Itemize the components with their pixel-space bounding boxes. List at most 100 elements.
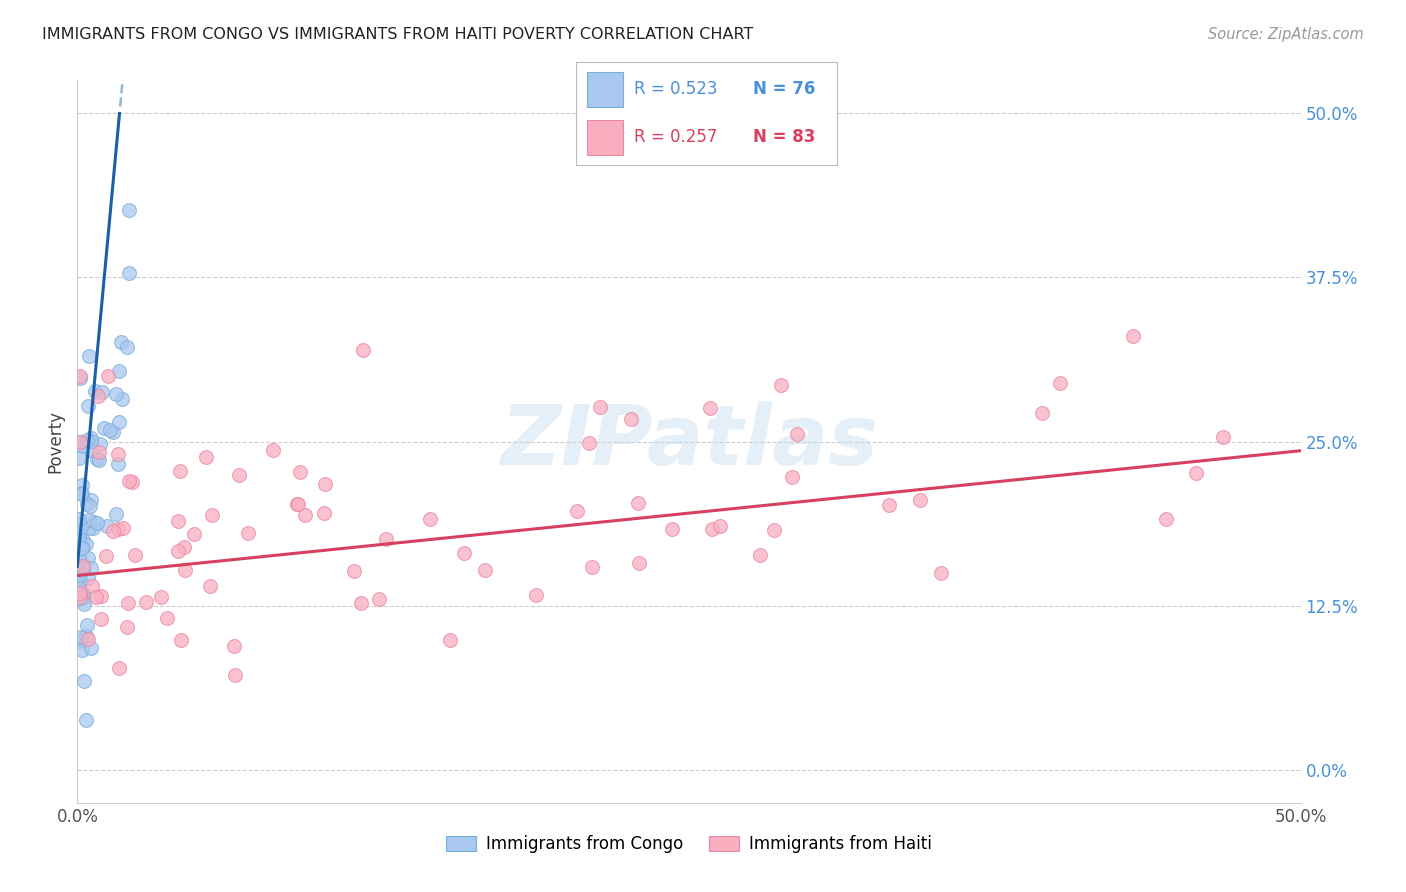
Point xyxy=(763,523,786,537)
Point xyxy=(75,537,97,551)
Point xyxy=(314,506,336,520)
Point xyxy=(115,340,138,354)
Point xyxy=(198,579,221,593)
Point xyxy=(228,467,250,482)
Point xyxy=(101,425,124,439)
Point xyxy=(80,579,103,593)
Point xyxy=(150,591,173,605)
Point xyxy=(69,438,91,452)
Point xyxy=(83,515,105,529)
Point xyxy=(224,668,246,682)
Point xyxy=(174,563,197,577)
Point xyxy=(1122,328,1144,343)
Point xyxy=(107,457,129,471)
Point xyxy=(581,559,603,574)
Point xyxy=(77,521,100,535)
Point xyxy=(67,592,90,607)
Point xyxy=(67,576,90,591)
Point xyxy=(82,521,104,535)
Point xyxy=(1049,376,1071,390)
Point xyxy=(76,434,98,448)
Bar xyxy=(586,120,623,155)
Point xyxy=(169,464,191,478)
Text: IMMIGRANTS FROM CONGO VS IMMIGRANTS FROM HAITI POVERTY CORRELATION CHART: IMMIGRANTS FROM CONGO VS IMMIGRANTS FROM… xyxy=(42,27,754,42)
Point xyxy=(628,556,651,570)
Point xyxy=(100,423,122,437)
Point xyxy=(262,442,284,457)
Point xyxy=(419,511,441,525)
Point xyxy=(77,400,100,414)
Point xyxy=(72,539,94,553)
Point xyxy=(80,431,103,445)
Point xyxy=(170,632,193,647)
Point xyxy=(709,519,731,533)
Point xyxy=(780,470,803,484)
Point xyxy=(72,587,94,601)
Point xyxy=(69,591,91,605)
Point xyxy=(67,549,90,564)
Point xyxy=(910,493,932,508)
Point xyxy=(69,630,91,644)
Point xyxy=(578,436,600,450)
Point xyxy=(69,524,91,538)
Point xyxy=(222,639,245,653)
Point xyxy=(69,487,91,501)
Point xyxy=(67,554,90,568)
Point xyxy=(67,450,90,465)
Point xyxy=(96,519,118,533)
Text: N = 83: N = 83 xyxy=(754,128,815,145)
Point xyxy=(86,591,108,605)
Point xyxy=(70,642,93,657)
Point xyxy=(69,583,91,598)
Point xyxy=(76,618,98,632)
Point xyxy=(156,611,179,625)
Point xyxy=(67,559,90,574)
Point xyxy=(105,387,128,401)
Point xyxy=(86,516,108,531)
Point xyxy=(118,266,141,280)
Point xyxy=(70,541,93,556)
Point xyxy=(97,368,120,383)
Point xyxy=(1154,512,1177,526)
Point xyxy=(96,549,118,563)
Point xyxy=(87,388,110,402)
Point xyxy=(80,442,103,457)
Text: ZIPatlas: ZIPatlas xyxy=(501,401,877,482)
Point xyxy=(73,674,96,689)
Point xyxy=(72,560,94,574)
Point xyxy=(115,620,138,634)
Point xyxy=(80,493,103,508)
Text: R = 0.257: R = 0.257 xyxy=(634,128,717,145)
Point xyxy=(69,572,91,586)
Point xyxy=(589,400,612,414)
Point xyxy=(72,559,94,574)
Point xyxy=(90,385,112,400)
Point xyxy=(194,450,217,464)
Point xyxy=(69,435,91,450)
Point xyxy=(118,474,141,488)
Point xyxy=(620,412,643,426)
Point xyxy=(748,548,770,562)
Point xyxy=(86,452,108,467)
Point xyxy=(107,522,129,536)
Point xyxy=(67,530,90,544)
Point xyxy=(524,588,547,602)
Point xyxy=(67,634,90,648)
Point xyxy=(75,713,97,727)
Legend: Immigrants from Congo, Immigrants from Haiti: Immigrants from Congo, Immigrants from H… xyxy=(440,828,938,860)
Point xyxy=(107,364,129,378)
Point xyxy=(374,532,396,546)
Point xyxy=(76,632,98,646)
Point xyxy=(101,524,124,538)
Point xyxy=(89,452,111,467)
Point xyxy=(93,420,115,434)
Point xyxy=(70,486,93,500)
Point xyxy=(769,378,792,392)
Point xyxy=(453,546,475,560)
Point xyxy=(699,401,721,415)
Point xyxy=(107,447,129,461)
Point xyxy=(236,526,259,541)
Point xyxy=(108,415,131,429)
Point xyxy=(350,596,373,610)
Point xyxy=(77,551,100,566)
